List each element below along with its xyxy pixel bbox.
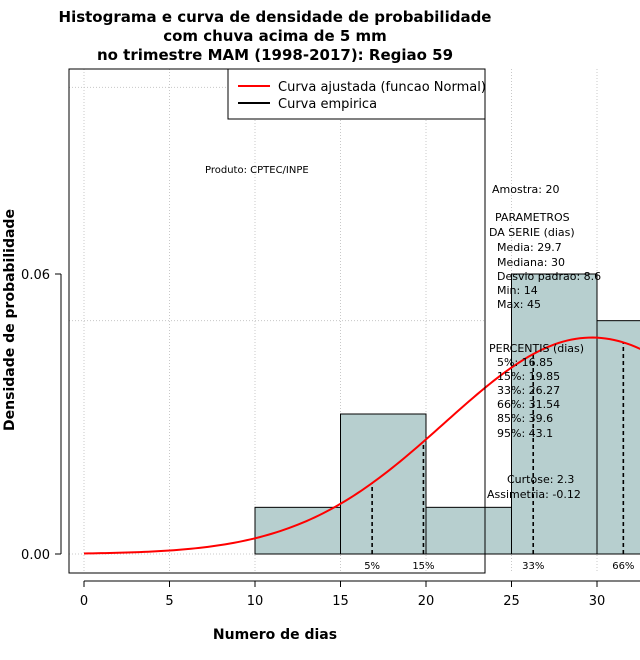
- stat-p66: 66%: 31.54: [497, 398, 560, 411]
- legend: Curva ajustada (funcao Normal) Curva emp…: [227, 68, 486, 120]
- x-tick-label-6: 30: [589, 594, 606, 609]
- histogram-bar-4: [596, 320, 640, 555]
- histogram-bar-1: [340, 413, 427, 555]
- percentile-lines: 5%15%33%66%85%95%: [364, 342, 634, 572]
- x-tick-label-1: 5: [165, 594, 173, 609]
- stat-p85: 85%: 39.6: [497, 412, 553, 425]
- stat-median: Mediana: 30: [497, 256, 565, 269]
- chart-title-line-1: Histograma e curva de densidade de proba…: [59, 8, 492, 26]
- percentile-label-3: 66%: [612, 561, 634, 572]
- histogram-bars: [254, 273, 640, 555]
- x-tick-label-0: 0: [80, 594, 88, 609]
- percentile-label-1: 15%: [412, 561, 434, 572]
- y-axis-title: Densidade de probabilidade: [2, 209, 18, 431]
- percentile-label-2: 33%: [522, 561, 544, 572]
- stat-p15: 15%: 19.85: [497, 370, 560, 383]
- stat-stddev: Desvio padrao: 8.6: [497, 270, 601, 283]
- stat-skewness: Assimetria: -0.12: [487, 488, 581, 501]
- fitted-normal-curve: [83, 336, 640, 555]
- legend-label-empirical: Curva empirica: [278, 97, 377, 112]
- stat-max: Max: 45: [497, 298, 541, 311]
- percentile-label-0: 5%: [364, 561, 380, 572]
- stats-panel: Amostra: 20 PARAMETROS DA SERIE (dias) M…: [487, 183, 601, 501]
- x-tick-label-2: 10: [247, 594, 264, 609]
- product-credit: Produto: CPTEC/INPE: [205, 165, 309, 176]
- percentiles-title: PERCENTIS (dias): [489, 342, 584, 355]
- stat-mean: Media: 29.7: [497, 241, 562, 254]
- y-tick-label-1: 0.06: [21, 268, 50, 283]
- params-title-1: PARAMETROS: [495, 211, 570, 224]
- histogram-bar-2: [425, 506, 512, 555]
- legend-label-fitted: Curva ajustada (funcao Normal): [278, 80, 486, 95]
- histogram-bar-0: [254, 506, 341, 555]
- x-axis-title: Numero de dias: [213, 627, 337, 643]
- x-axis: 051015202530354045: [80, 580, 640, 609]
- params-title-2: DA SERIE (dias): [489, 226, 575, 239]
- y-tick-label-0: 0.00: [21, 548, 50, 563]
- stat-p33: 33%: 26.27: [497, 384, 560, 397]
- sample-size: Amostra: 20: [492, 183, 559, 196]
- x-tick-label-5: 25: [503, 594, 520, 609]
- stat-p95: 95%: 43.1: [497, 427, 553, 440]
- x-tick-label-3: 15: [332, 594, 349, 609]
- stat-min: Min: 14: [497, 284, 538, 297]
- chart-title-line-3: no trimestre MAM (1998-2017): Regiao 59: [97, 46, 453, 64]
- legend-box: [227, 68, 486, 120]
- stat-kurtosis: Curtose: 2.3: [507, 473, 574, 486]
- y-axis: 0.00 0.06: [21, 268, 62, 563]
- x-tick-label-4: 20: [418, 594, 435, 609]
- stat-p5: 5%: 16.85: [497, 356, 553, 369]
- chart-title-line-2: com chuva acima de 5 mm: [163, 27, 387, 45]
